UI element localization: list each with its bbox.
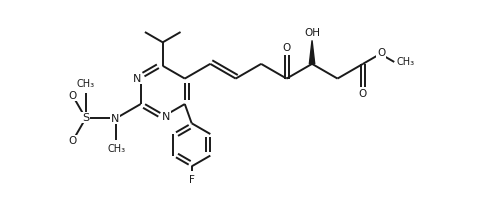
Text: O: O (377, 48, 385, 58)
Text: CH₃: CH₃ (77, 79, 95, 89)
Text: N: N (111, 114, 119, 124)
Text: F: F (189, 175, 195, 185)
Polygon shape (309, 40, 315, 64)
Text: CH₃: CH₃ (107, 144, 125, 154)
Text: S: S (82, 113, 89, 123)
Text: N: N (162, 112, 170, 122)
Text: N: N (133, 74, 141, 84)
Text: O: O (282, 43, 291, 53)
Text: O: O (359, 89, 367, 99)
Text: CH₃: CH₃ (396, 57, 414, 67)
Text: O: O (69, 91, 77, 101)
Text: O: O (69, 136, 77, 146)
Text: OH: OH (304, 28, 320, 38)
